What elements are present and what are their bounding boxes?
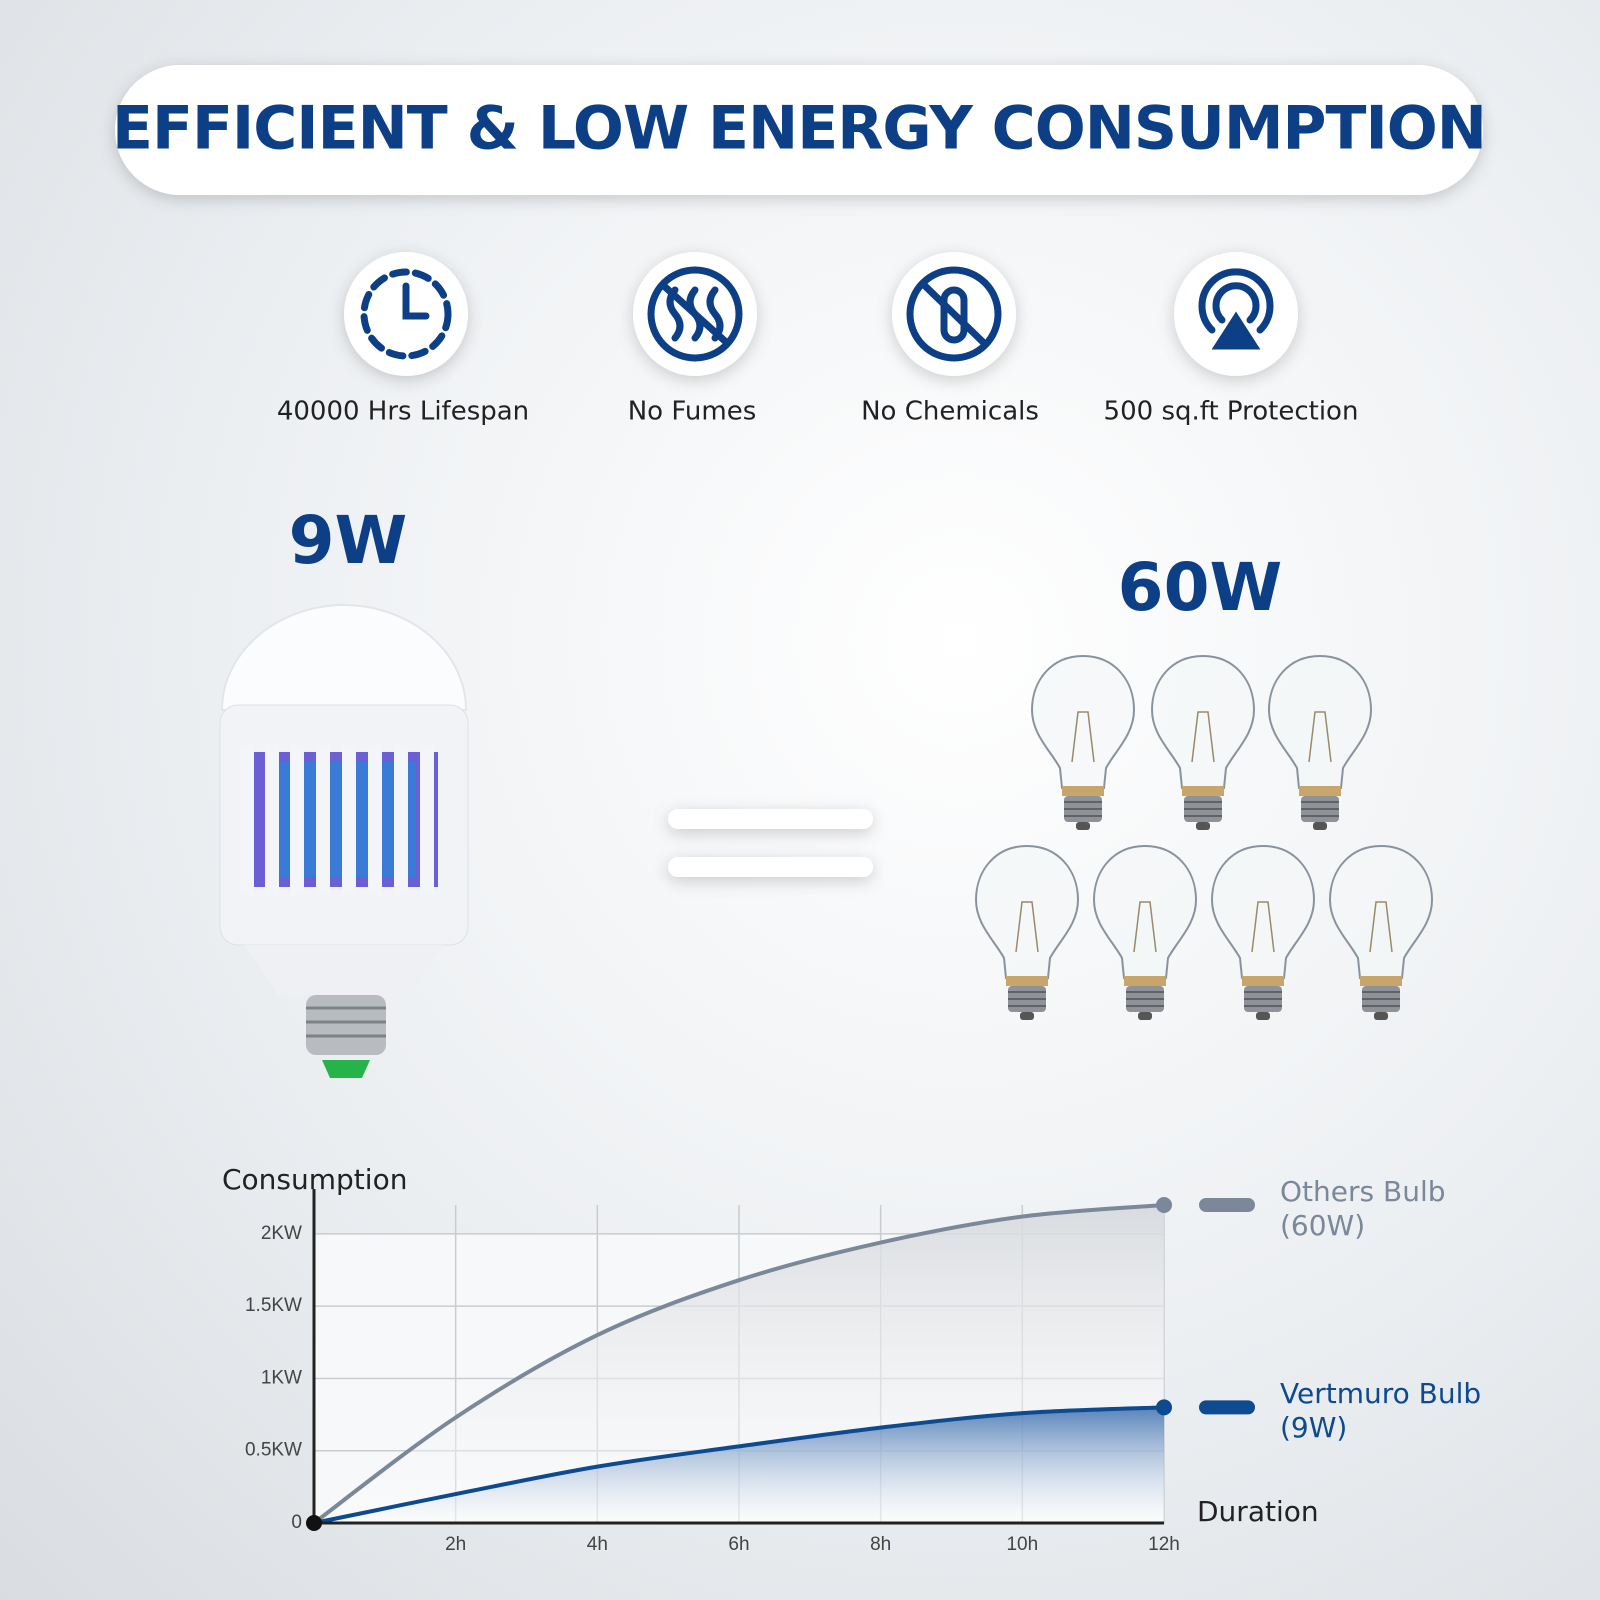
feature-icons <box>344 252 1298 376</box>
y-tick-label: 1KW <box>261 1367 302 1388</box>
y-tick-label: 2KW <box>261 1223 302 1244</box>
legend-label: Vertmuro Bulb (9W) <box>1280 1377 1482 1445</box>
feature-label: 40000 Hrs Lifespan <box>277 397 529 427</box>
series-line <box>313 1405 1165 1525</box>
zapper-bulb <box>219 603 469 1078</box>
series-line <box>312 1203 1165 1525</box>
plot: 0 0.5KW 1KW 1.5KW 2KW 2h 4h 6h 8h 10h 12h <box>245 1189 1255 1555</box>
feature-label: No Fumes <box>628 397 757 427</box>
x-tick-label: 10h <box>1006 1534 1038 1555</box>
x-tick-label: 2h <box>445 1534 466 1555</box>
end-point <box>1156 1197 1172 1213</box>
y-tick-label: 1.5KW <box>245 1295 302 1316</box>
x-tick-label: 6h <box>728 1534 749 1555</box>
origin-dot <box>306 1515 322 1531</box>
x-tick-label: 12h <box>1148 1534 1180 1555</box>
series-area <box>314 1407 1164 1523</box>
incandescent-bulbs <box>975 655 1433 1021</box>
x-axis-label: Duration <box>1197 1495 1319 1528</box>
end-point <box>1156 1399 1172 1416</box>
right-wattage: 60W <box>1118 549 1283 626</box>
x-tick-label: 8h <box>870 1534 891 1555</box>
equals-sign <box>668 809 873 877</box>
feature-label: 500 sq.ft Protection <box>1104 397 1359 427</box>
x-tick-label: 4h <box>587 1534 608 1555</box>
left-wattage: 9W <box>289 502 408 579</box>
y-tick-label: 0.5KW <box>245 1440 302 1461</box>
legend-label: Others Bulb (60W) <box>1280 1175 1446 1242</box>
header-pill <box>115 65 1483 195</box>
header-title: EFFICIENT & LOW ENERGY CONSUMPTION <box>112 94 1486 164</box>
y-tick-label: 0 <box>291 1512 302 1533</box>
feature-label: No Chemicals <box>861 397 1039 427</box>
